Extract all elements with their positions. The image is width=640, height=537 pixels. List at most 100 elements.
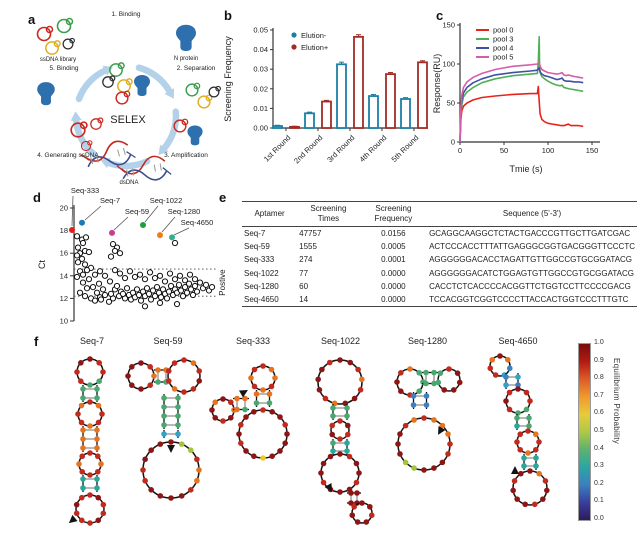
nucleotide-bead [100,501,107,508]
table-cell: 14 [299,295,309,305]
nucleotide-bead [330,405,336,411]
nucleotide-bead [322,395,329,402]
nucleotide-bead [318,470,324,476]
nucleotide-bead [187,486,194,493]
nucleotide-bead [178,493,185,499]
scatter-point [81,261,89,268]
scatter-point [141,276,149,283]
panel-label-f: f [34,334,39,349]
nucleotide-bead [168,439,174,445]
nucleotide-bead [87,492,93,498]
nucleotide-bead [196,368,203,374]
nucleotide-bead [248,375,254,381]
line [132,168,135,176]
nucleotide-bead [100,369,106,375]
nucleotide-bead [437,370,444,376]
nucleotide-bead [347,359,354,366]
scatter-point [143,285,151,292]
circle [102,76,114,88]
nucleotide-bead [129,382,135,388]
colorbar-tick-label: 0.9 [594,356,604,364]
x-tick-label: 0 [458,146,462,155]
leader-line [84,205,102,221]
point-label-seq-1022: Seq-1022 [150,196,183,205]
y-tick-label: 0.00 [253,124,268,133]
scatter-point [151,274,159,282]
colorbar-tick-label: 0.4 [594,444,604,452]
nucleotide-bead [79,453,86,460]
y-tick-label: 0.04 [253,45,268,54]
nucleotide-bead [503,374,509,380]
colorbar-tick-label: 1.0 [594,339,604,346]
n-protein-blob [187,125,203,146]
nucleotide-bead [326,359,333,366]
nucleotide-bead [242,395,248,402]
nucleotide-bead [94,445,100,451]
circle [205,94,213,102]
line [126,151,136,159]
point-label-seq-333: Seq-333 [71,186,99,195]
scatter-point [181,277,189,284]
scatter-point [91,271,99,278]
nucleotide-bead [329,422,336,429]
legend-label: Elution- [301,31,327,40]
step1-label: 1. Binding [112,11,141,18]
scatter-point [101,291,109,299]
nucleotide-bead [421,467,427,473]
scatter-point [106,278,114,285]
ct-scatter-plot: 101214161820CtPostiveSeq-333Seq-7Seq-59S… [37,186,227,326]
nucleotide-bead [220,396,226,402]
circle [87,140,93,146]
legend-dot [291,32,297,38]
scatter-point [119,290,127,297]
y-tick-label: 0.01 [253,104,268,113]
nucleotide-bead [515,374,521,380]
nucleotide-bead [431,417,437,423]
nucleotide-bead [190,360,197,366]
nucleotide-bead [489,356,495,363]
nucleotide-bead [284,431,290,437]
nucleotide-bead [277,414,283,420]
x-tick-label: 1st Round [262,133,293,164]
nucleotide-bead [79,468,86,475]
nucleotide-bead [445,431,451,437]
nucleotide-bead [253,391,260,397]
nucleotide-bead [407,366,413,372]
circle [79,121,88,130]
nucleotide-bead [492,372,499,378]
nucleotide-bead [532,446,539,453]
nucleotide-bead [73,501,80,508]
nucleotide-bead [423,380,429,387]
cycle-arrow [135,64,173,95]
nucleotide-bead [446,366,452,372]
nucleotide-bead [526,423,532,429]
nucleotide-bead [320,460,327,467]
nucleotide-bead [227,399,234,406]
nucleotide-bead [175,413,181,419]
selex-diagram-graphics [36,17,221,181]
aptamer-table: Aptamer Screening Times Screening Frequency S… [242,201,637,308]
scatter-point [85,248,93,256]
circle [80,140,92,152]
line-series-pool-5 [459,61,584,143]
line [162,167,172,175]
scatter-point [175,281,183,288]
step4-label: 4. Generating ssDNA [37,152,99,159]
nucleotide-bead [94,453,101,460]
nucleotide-bead [251,453,257,459]
table-cell: AGGGGGGACATCTGGAGTGTTGGCCGTGCGGATACG [429,268,634,278]
nucleotide-bead [87,356,93,362]
nucleotide-bead [161,422,167,428]
line-series-pool-4 [459,67,584,143]
nucleotide-bead [505,356,511,363]
x-axis-label: Tmie (s) [510,164,543,174]
table-cell: Seq-7 [244,229,266,239]
nucleotide-bead [242,406,248,413]
nucleotide-bead [78,360,84,366]
nucleotide-bead [337,418,343,424]
scatter-point [145,290,153,297]
nucleotide-bead [94,436,100,442]
nucleotide-bead [354,490,360,496]
nucleotide-bead [94,476,100,482]
nucleotide-bead [514,439,520,445]
